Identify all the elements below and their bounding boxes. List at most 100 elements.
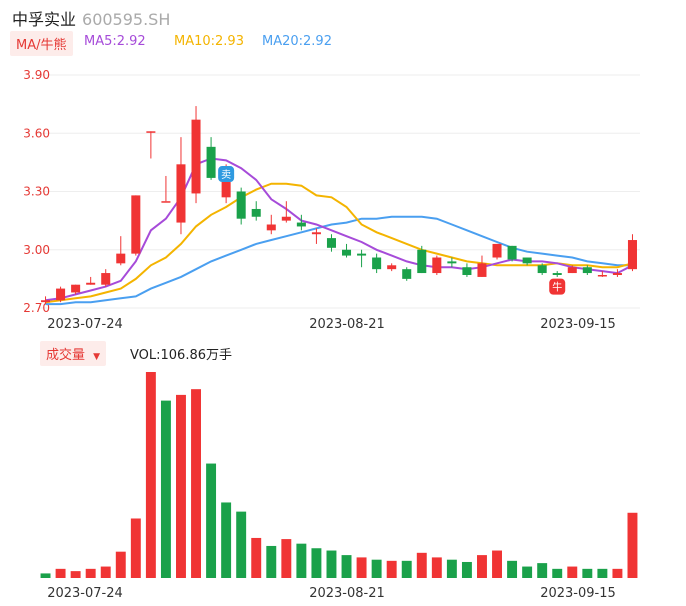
- volume-bar: [446, 559, 457, 578]
- volume-bar: [206, 463, 217, 578]
- candle-body: [522, 257, 532, 264]
- svg-text:牛: 牛: [552, 281, 562, 294]
- price-tick-label: 3.30: [23, 185, 50, 199]
- volume-bar: [537, 563, 548, 578]
- volume-bar: [115, 551, 126, 578]
- candle-body: [387, 265, 397, 270]
- volume-bar: [567, 566, 578, 578]
- volume-bar: [461, 561, 472, 578]
- candle-body: [191, 119, 201, 194]
- candle-body: [116, 253, 126, 264]
- candle-body: [251, 208, 261, 217]
- candle-body: [161, 201, 171, 203]
- date-tick-label: 2023-09-15: [540, 586, 616, 601]
- svg-text:卖: 卖: [221, 169, 231, 181]
- candle-body: [627, 240, 637, 270]
- candle-body: [236, 191, 246, 219]
- buy-signal-marker: 牛: [549, 278, 566, 295]
- candle-body: [597, 274, 607, 277]
- candle-body: [342, 249, 352, 256]
- price-tick-label: 3.90: [23, 68, 50, 82]
- ma20-legend: MA20:2.92: [262, 34, 332, 49]
- price-tick-label: 3.60: [23, 126, 50, 140]
- candle-body: [296, 222, 306, 227]
- volume-bar: [266, 545, 277, 578]
- candle-body: [101, 273, 111, 285]
- volume-bar: [386, 560, 397, 578]
- volume-tag-label: 成交量: [46, 348, 86, 363]
- volume-bar: [160, 400, 171, 578]
- candle-body: [281, 216, 291, 221]
- volume-bar: [522, 566, 533, 578]
- date-axis-labels: 2023-07-24 2023-08-21 2023-09-15: [47, 317, 616, 332]
- ma10-line: [45, 182, 633, 304]
- volume-bar: [597, 568, 608, 578]
- volume-bar: [55, 568, 66, 578]
- volume-bar: [176, 394, 186, 578]
- ma5-line: [45, 157, 633, 302]
- candle-body: [477, 263, 487, 277]
- volume-bar: [627, 512, 638, 578]
- volume-bar: [296, 543, 307, 578]
- candle-body: [417, 249, 427, 274]
- price-grid: [38, 74, 640, 309]
- stock-name: 中孚实业: [12, 10, 77, 29]
- volume-bar: [236, 511, 247, 578]
- date-tick-label: 2023-08-21: [309, 586, 385, 601]
- volume-bar: [100, 566, 111, 578]
- candle-body: [462, 267, 472, 275]
- volume-bars: [40, 372, 638, 578]
- volume-indicator-tag[interactable]: 成交量 ▼: [40, 341, 107, 366]
- volume-bar: [40, 573, 51, 578]
- candle-body: [492, 243, 502, 258]
- candle-body: [146, 131, 156, 133]
- ma-mode-tag[interactable]: MA/牛熊: [10, 31, 73, 56]
- candle-body: [56, 288, 66, 301]
- price-tick-label: 2.70: [23, 301, 50, 315]
- price-axis-labels: 3.90 3.60 3.30 3.00 2.70: [23, 68, 50, 315]
- volume-bar: [371, 559, 382, 578]
- volume-bar: [416, 552, 427, 578]
- price-tick-label: 3.00: [23, 243, 50, 257]
- stock-code: 600595.SH: [82, 10, 171, 29]
- volume-bar: [356, 557, 367, 578]
- candle-body: [507, 245, 517, 260]
- stock-header: 中孚实业 600595.SH: [12, 6, 170, 30]
- candle-body: [326, 238, 336, 248]
- volume-bar: [431, 557, 442, 578]
- volume-bar: [281, 539, 292, 578]
- volume-bar: [145, 372, 156, 578]
- candle-body: [41, 300, 51, 303]
- chevron-down-icon: ▼: [93, 352, 101, 362]
- ma5-legend: MA5:2.92: [84, 34, 146, 49]
- volume-bar: [130, 518, 141, 578]
- date-tick-label: 2023-07-24: [47, 586, 123, 601]
- sell-signal-marker: 卖: [218, 166, 235, 183]
- candle-body: [582, 267, 592, 274]
- date-tick-label: 2023-08-21: [309, 317, 385, 332]
- ma20-line: [45, 215, 633, 306]
- volume-bar: [221, 502, 232, 578]
- candle-body: [612, 273, 622, 275]
- date-tick-label: 2023-09-15: [540, 317, 616, 332]
- date-tick-label: 2023-07-24: [47, 317, 123, 332]
- volume-readout: VOL:106.86万手: [130, 348, 233, 363]
- ma10-legend: MA10:2.93: [174, 34, 244, 49]
- candle-body: [221, 181, 231, 198]
- volume-bar: [477, 555, 487, 578]
- candle-body: [567, 267, 577, 274]
- volume-bar: [311, 548, 322, 578]
- candle-body: [71, 284, 81, 293]
- candle-body: [206, 146, 216, 178]
- volume-date-axis-labels: 2023-07-24 2023-08-21 2023-09-15: [47, 586, 616, 601]
- candle-body: [131, 195, 141, 254]
- candle-body: [176, 164, 186, 223]
- volume-bar: [326, 550, 337, 578]
- volume-bar: [582, 568, 593, 578]
- candlesticks: [41, 106, 637, 305]
- candle-body: [537, 265, 547, 274]
- candle-body: [447, 261, 457, 264]
- volume-bar: [85, 568, 96, 578]
- candle-body: [552, 273, 562, 275]
